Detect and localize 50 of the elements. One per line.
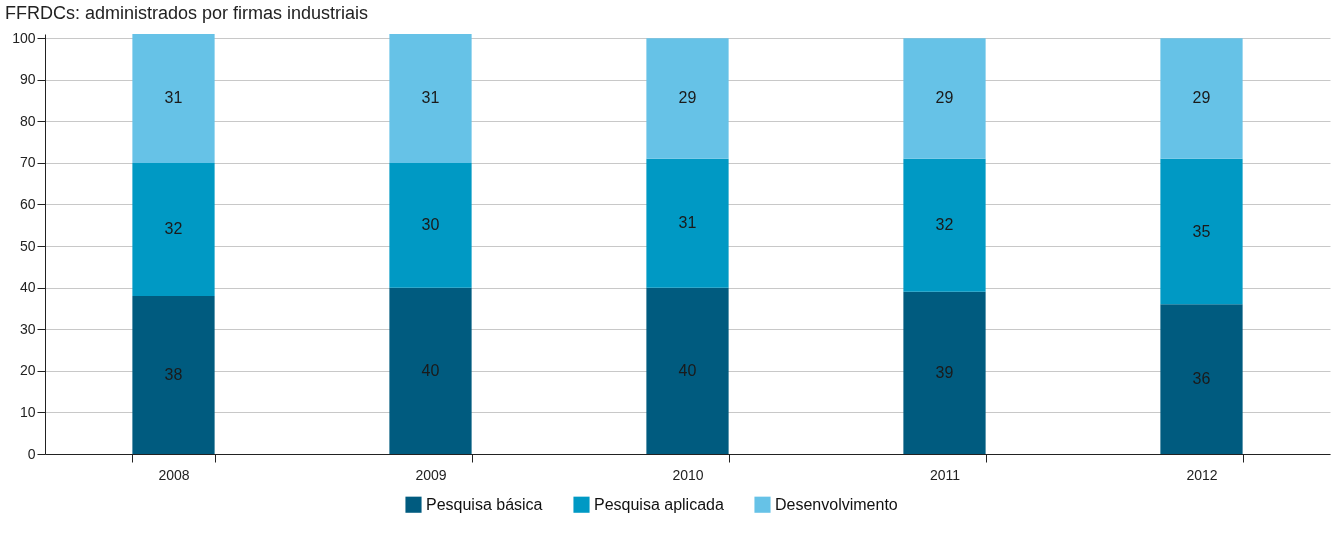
bar: [389, 287, 472, 454]
y-tick-label: 10: [19, 403, 36, 420]
y-tick-label: 70: [19, 154, 36, 171]
bar: [646, 287, 729, 454]
bar: [1160, 304, 1243, 454]
y-tick-label: 0: [27, 445, 36, 462]
data-label: 31: [421, 89, 440, 107]
data-label: 35: [1192, 222, 1211, 240]
x-tick-label: 2012: [1186, 466, 1218, 483]
bar: [132, 295, 215, 454]
x-tick-label: 2010: [672, 466, 704, 483]
y-tick-label: 40: [19, 279, 36, 296]
bar: [1160, 38, 1243, 159]
bar: [646, 38, 729, 159]
bar: [389, 162, 472, 288]
y-tick-label: 30: [19, 320, 36, 337]
data-label: 40: [678, 361, 697, 379]
bar: [903, 38, 986, 159]
x-tick-label: 2011: [929, 466, 961, 483]
bar: [132, 34, 215, 163]
y-tick-label: 100: [12, 29, 36, 46]
bar: [389, 34, 472, 163]
legend-label: Pesquisa básica: [426, 495, 543, 513]
legend-label: Desenvolvimento: [775, 495, 898, 513]
bar: [1160, 158, 1243, 305]
data-label: 36: [1192, 370, 1211, 388]
legend-label: Pesquisa aplicada: [594, 495, 724, 513]
y-tick-label: 60: [19, 196, 36, 212]
y-tick-label: 20: [19, 362, 36, 379]
x-tick-label: 2008: [158, 466, 190, 483]
data-label: 40: [421, 361, 440, 379]
data-label: 29: [935, 89, 954, 107]
bar: [903, 291, 986, 454]
y-tick-label: 90: [19, 71, 36, 88]
data-label: 31: [678, 214, 697, 232]
x-tick-label: 2009: [415, 466, 447, 483]
data-label: 29: [678, 89, 697, 107]
bar: [646, 158, 729, 288]
y-tick-label: 80: [19, 112, 36, 129]
data-label: 31: [164, 89, 183, 107]
bar: [903, 158, 986, 292]
data-label: 30: [421, 216, 440, 234]
y-tick-label: 50: [19, 237, 36, 254]
data-label: 29: [1192, 89, 1211, 107]
bar: [132, 162, 215, 296]
data-label: 38: [164, 365, 183, 383]
data-label: 39: [935, 363, 954, 381]
data-label: 32: [935, 216, 954, 234]
chart-title: FFRDCs: administrados por firmas industriais: [5, 3, 369, 24]
data-label: 32: [164, 220, 183, 238]
